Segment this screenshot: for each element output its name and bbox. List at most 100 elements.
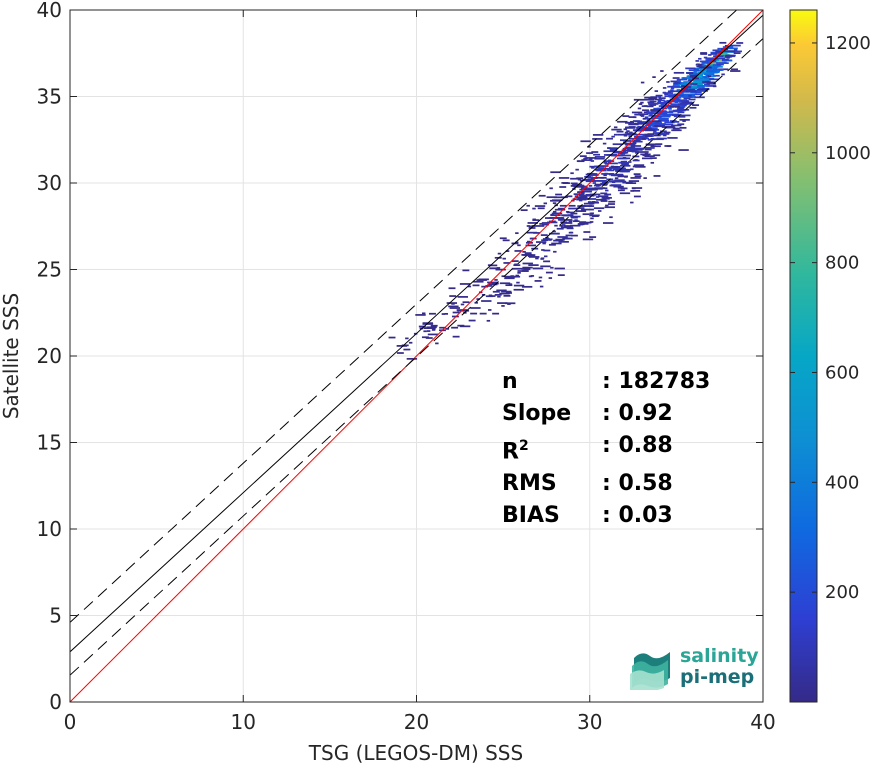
density-cell <box>690 83 698 85</box>
density-cell <box>719 53 730 56</box>
density-cell <box>628 132 636 135</box>
density-cell <box>607 162 618 165</box>
density-cell <box>677 103 688 105</box>
density-cell <box>546 221 558 224</box>
density-cell <box>641 157 653 160</box>
density-cell <box>632 142 637 145</box>
density-cell <box>697 78 705 81</box>
density-cell <box>587 201 592 203</box>
density-cell <box>688 69 700 72</box>
density-cell <box>495 268 506 271</box>
density-cell <box>703 61 707 64</box>
density-cell <box>662 115 667 118</box>
density-cell <box>715 50 723 53</box>
density-cell <box>462 301 470 304</box>
density-cell <box>607 161 611 164</box>
density-cell <box>703 56 708 59</box>
density-cell <box>548 220 556 223</box>
density-cell <box>672 127 680 130</box>
density-cell <box>640 81 645 84</box>
density-cell <box>679 89 691 92</box>
density-cell <box>540 234 548 236</box>
density-cell <box>667 101 672 103</box>
density-cell <box>678 90 690 93</box>
density-cell <box>617 120 628 123</box>
density-cell <box>577 160 585 163</box>
density-cell <box>415 314 426 316</box>
density-cell <box>499 237 507 240</box>
density-cell <box>521 270 529 272</box>
density-cell <box>670 89 674 92</box>
density-cell <box>470 312 478 315</box>
density-cell <box>644 128 652 130</box>
density-cell <box>565 219 573 221</box>
density-cell <box>541 239 549 242</box>
fit-lower-line <box>70 37 763 676</box>
density-cell <box>625 121 632 124</box>
density-cell <box>585 157 597 159</box>
stat-name: RMS <box>502 471 557 497</box>
density-cell <box>527 222 538 224</box>
density-cell <box>607 169 614 172</box>
density-cell <box>617 169 628 172</box>
density-cell <box>711 61 716 64</box>
density-cell <box>589 179 594 182</box>
density-cell <box>678 100 689 102</box>
density-cell <box>668 94 676 97</box>
density-cell <box>580 193 584 196</box>
density-cell <box>570 212 578 215</box>
density-cell <box>459 325 471 328</box>
density-cell <box>511 267 523 270</box>
density-cell <box>592 187 603 190</box>
density-cell <box>694 69 705 72</box>
density-cell <box>570 182 578 185</box>
density-cell <box>603 150 614 153</box>
density-cell <box>633 164 645 167</box>
density-cell <box>640 101 644 104</box>
density-cell <box>620 160 625 163</box>
density-cell <box>644 155 655 157</box>
density-cell <box>673 94 684 97</box>
density-cell <box>674 101 679 103</box>
density-cell <box>544 255 548 258</box>
density-cell <box>646 111 654 114</box>
density-cell <box>696 88 704 91</box>
density-cell <box>706 70 714 73</box>
density-cell <box>664 121 675 124</box>
density-cell <box>644 129 656 132</box>
density-cell <box>608 200 616 203</box>
density-cell <box>696 65 700 68</box>
density-cell <box>676 78 688 81</box>
density-cell <box>657 101 668 104</box>
density-cell <box>725 51 736 53</box>
density-cell <box>703 73 715 76</box>
density-cell <box>487 309 492 311</box>
density-cell <box>655 123 666 125</box>
density-cell <box>692 93 703 96</box>
density-cell <box>502 239 510 242</box>
density-cell <box>550 171 561 174</box>
density-cell <box>570 177 581 180</box>
colorbar-ticks: 200 400 600 800 1000 1200 <box>790 33 871 603</box>
density-cell <box>396 352 404 354</box>
density-cell <box>487 264 492 267</box>
density-cell <box>615 167 626 170</box>
density-cell <box>497 302 508 304</box>
density-cell <box>686 75 691 78</box>
density-cell <box>651 117 662 120</box>
density-cell <box>610 149 617 152</box>
density-cell <box>614 177 619 180</box>
density-cell <box>593 207 605 210</box>
density-cell <box>575 168 579 171</box>
density-cell <box>661 118 669 120</box>
density-cell <box>582 188 594 191</box>
fit-upper-line <box>70 10 738 623</box>
density-cell <box>622 115 630 117</box>
density-cell <box>581 190 592 193</box>
density-cell <box>670 80 681 83</box>
density-cell <box>643 117 654 120</box>
density-cell <box>726 56 730 59</box>
x-tick-label: 30 <box>577 710 602 734</box>
density-cell <box>654 90 659 92</box>
density-cell <box>698 65 706 67</box>
